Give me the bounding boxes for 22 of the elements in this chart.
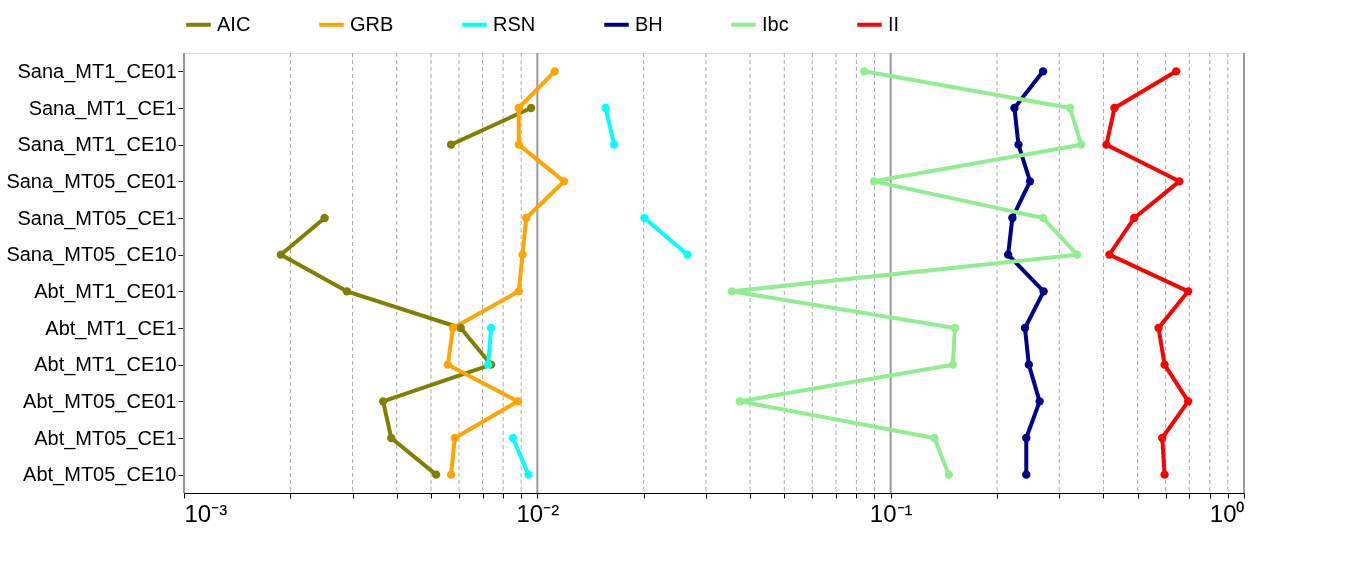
x-tick-label: 10⁻¹ <box>869 499 913 527</box>
y-tick-label: Abt_MT1_CE1 <box>45 316 177 340</box>
legend-label: Ibc <box>762 12 789 35</box>
x-tick-label: 10⁻³ <box>184 499 228 527</box>
legend-label: AIC <box>217 12 251 35</box>
y-tick-label: Sana_MT1_CE10 <box>17 133 177 157</box>
legend-label: RSN <box>493 12 536 35</box>
legend-label: GRB <box>350 12 394 35</box>
y-tick-label: Abt_MT05_CE10 <box>23 463 177 487</box>
y-tick-label: Sana_MT1_CE01 <box>17 59 177 83</box>
y-tick-label: Sana_MT05_CE1 <box>17 206 177 230</box>
y-tick-label: Abt_MT1_CE01 <box>34 279 177 303</box>
x-tick-label: 10⁰ <box>1209 499 1245 527</box>
y-tick-label: Abt_MT1_CE10 <box>34 353 177 377</box>
y-tick-label: Sana_MT1_CE1 <box>28 96 177 120</box>
y-tick-label: Abt_MT05_CE01 <box>23 389 177 413</box>
y-tick-label: Sana_MT05_CE01 <box>6 169 177 193</box>
x-tick-label: 10⁻² <box>516 499 560 527</box>
y-tick-label: Sana_MT05_CE10 <box>6 243 177 267</box>
legend-label: BH <box>635 12 663 35</box>
legend-label: II <box>888 12 900 35</box>
y-tick-label: Abt_MT05_CE1 <box>34 426 177 450</box>
